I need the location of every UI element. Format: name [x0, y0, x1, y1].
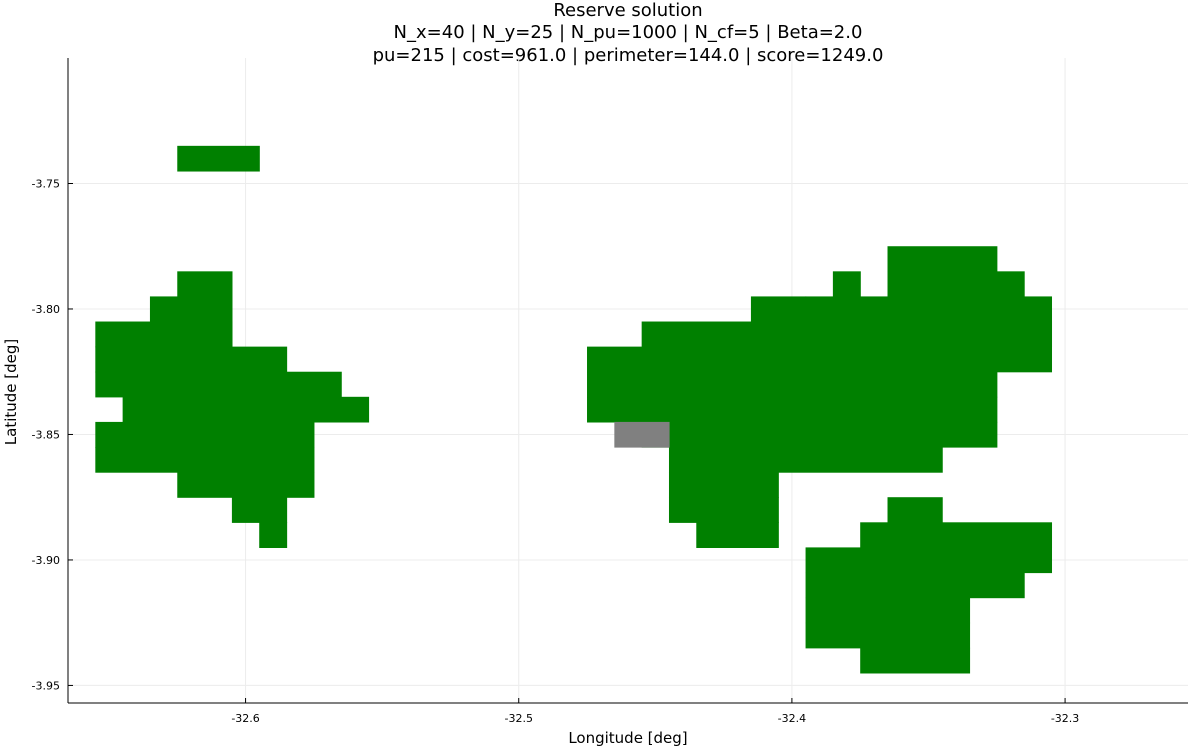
y-tick-label: -3.80	[32, 303, 60, 316]
selected-cell-block	[122, 396, 370, 423]
y-tick-label: -3.90	[32, 554, 60, 567]
chart-title: Reserve solution	[553, 0, 703, 21]
selected-cell-block	[95, 321, 233, 348]
selected-cell-block	[95, 371, 342, 398]
selected-cell-block	[668, 497, 779, 523]
selected-cell-block	[95, 447, 315, 473]
y-tick-label: -3.75	[32, 177, 60, 190]
x-axis-label: Longitude [deg]	[568, 729, 687, 747]
selected-cell-block	[668, 472, 779, 498]
selected-cell-block	[259, 522, 288, 548]
selected-cell-block	[832, 271, 861, 298]
selected-cell-block	[750, 296, 807, 323]
selected-cell-block	[805, 572, 1025, 599]
y-axis-label: Latitude [deg]	[2, 339, 20, 445]
selected-cell-block	[668, 447, 943, 473]
selected-cell-block	[887, 497, 943, 523]
tick-labels: -32.6 -32.5 -32.4 -32.3 -3.75 -3.80 -3.85 -3.90…	[32, 177, 1080, 725]
selected-cell-block	[805, 547, 1053, 574]
selected-cell-block	[95, 346, 288, 373]
x-tick-label: -32.5	[504, 712, 532, 725]
selected-cell-block	[696, 522, 779, 548]
selected-cell-block	[805, 622, 971, 649]
selected-cell-block	[805, 597, 971, 624]
selected-cell-block	[149, 296, 233, 323]
selected-cell-block	[641, 421, 998, 448]
x-tick-label: -32.3	[1051, 712, 1079, 725]
chart-subtitle-metrics: pu=215 | cost=961.0 | perimeter=144.0 | …	[372, 45, 884, 66]
selected-cell-block	[177, 472, 315, 498]
selected-cell-block	[860, 647, 971, 674]
selected-cell-block	[177, 271, 233, 298]
selected-cell-block	[641, 321, 1053, 348]
selected-cell-block	[231, 497, 288, 523]
selected-cell-block	[860, 522, 1053, 548]
locked-cell-block	[614, 421, 670, 448]
selected-cell-block	[587, 371, 998, 398]
planning-units	[95, 145, 1053, 674]
x-tick-label: -32.6	[231, 712, 259, 725]
selected-cell-block	[887, 271, 1025, 298]
y-tick-label: -3.95	[32, 679, 60, 692]
selected-cell-block	[587, 396, 998, 423]
selected-cell-block	[887, 246, 998, 272]
selected-cell-block	[95, 421, 315, 448]
chart-subtitle-parameters: N_x=40 | N_y=25 | N_pu=1000 | N_cf=5 | B…	[393, 22, 863, 43]
selected-cell-block	[177, 145, 260, 172]
selected-cell-block	[587, 346, 1053, 373]
selected-cell-block	[805, 296, 1053, 323]
x-tick-label: -32.4	[778, 712, 806, 725]
y-tick-label: -3.85	[32, 428, 60, 441]
axes	[67, 58, 1188, 704]
